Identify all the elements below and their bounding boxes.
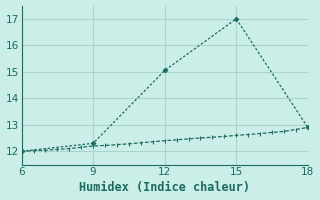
X-axis label: Humidex (Indice chaleur): Humidex (Indice chaleur): [79, 181, 250, 194]
